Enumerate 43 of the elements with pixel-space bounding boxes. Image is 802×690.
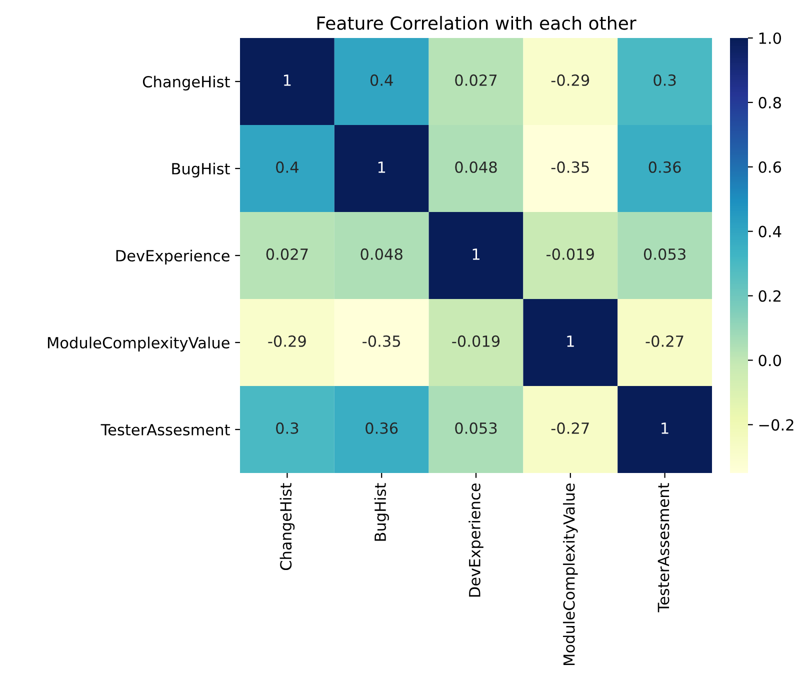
x-tick-label: ModuleComplexityValue bbox=[563, 484, 578, 666]
x-tick-label: BugHist bbox=[374, 483, 389, 541]
data-label: 0.048 bbox=[455, 161, 497, 173]
data-label: 1 bbox=[662, 422, 668, 434]
data-label: 0.053 bbox=[644, 248, 686, 260]
color-bar-label: 0.2 bbox=[758, 290, 780, 302]
data-label: 1 bbox=[472, 248, 480, 260]
color-bar-label: 1.0 bbox=[759, 32, 782, 44]
x-tick-label: TesterAssesment bbox=[658, 483, 670, 612]
data-label: -0.27 bbox=[646, 335, 684, 347]
color-bar-label: −0.2 bbox=[759, 419, 794, 431]
color-bar-label: 0.8 bbox=[758, 96, 781, 108]
x-tick-label: ChangeHist bbox=[280, 483, 295, 570]
y-tick-label: ModuleComplexityValue bbox=[48, 336, 230, 352]
data-label: -0.29 bbox=[268, 335, 306, 347]
x-tick-label: DevExperience bbox=[468, 484, 484, 597]
data-label: -0.019 bbox=[546, 248, 594, 260]
y-tick-label: BugHist bbox=[172, 162, 230, 178]
data-label: 0.027 bbox=[455, 74, 497, 86]
data-label: 1 bbox=[567, 336, 574, 347]
data-label: -0.019 bbox=[452, 335, 500, 347]
data-label: -0.35 bbox=[551, 161, 589, 173]
color-bar-label: 0.6 bbox=[758, 161, 782, 173]
data-label: 0.36 bbox=[366, 422, 398, 434]
data-label: 0.048 bbox=[360, 248, 402, 260]
chart-title: Feature Correlation with each other bbox=[317, 16, 636, 30]
data-label: -0.27 bbox=[551, 422, 589, 434]
data-label: 0.027 bbox=[266, 248, 308, 260]
data-label: -0.35 bbox=[362, 335, 400, 347]
y-tick-label: ChangeHist bbox=[142, 76, 230, 90]
color-bar-label: 0.0 bbox=[758, 354, 782, 366]
data-label: -0.29 bbox=[551, 74, 590, 86]
data-label: 0.4 bbox=[276, 161, 298, 173]
data-label: 1 bbox=[378, 162, 386, 173]
data-label: 0.053 bbox=[455, 422, 497, 434]
y-tick-label: DevExperience bbox=[116, 250, 230, 264]
data-label: 0.3 bbox=[654, 74, 676, 86]
data-label: 1 bbox=[284, 74, 291, 86]
data-label: 0.4 bbox=[370, 74, 393, 86]
color-bar-label: 0.4 bbox=[758, 226, 782, 238]
data-label: 0.36 bbox=[648, 161, 681, 173]
y-tick-label: TesterAssesment bbox=[100, 424, 230, 436]
data-label: 0.3 bbox=[276, 422, 298, 434]
